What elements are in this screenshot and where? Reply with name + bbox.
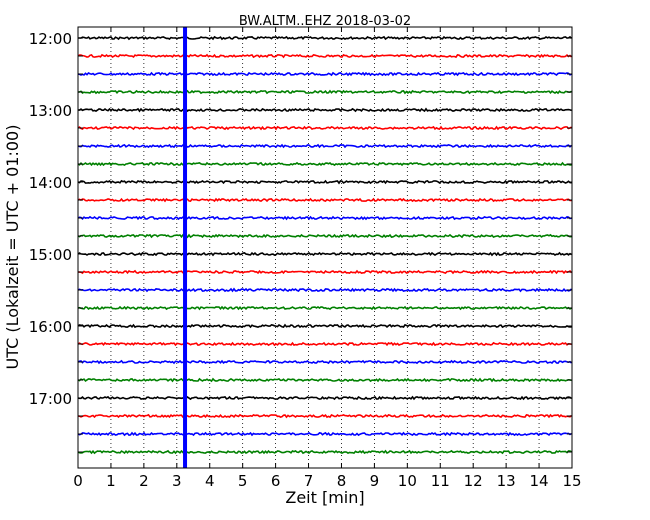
x-axis: 0 1 2 3 4 5 6 7 8 9 10 11 12 13 14 15 <box>73 27 582 490</box>
trace-line <box>77 449 572 455</box>
trace-line <box>77 269 573 275</box>
trace-line <box>77 287 573 293</box>
trace-line <box>77 179 572 185</box>
x-tick-label: 5 <box>238 472 248 490</box>
x-tick-label: 6 <box>271 472 281 490</box>
y-tick-label: 17:00 <box>29 390 72 408</box>
trace-line <box>77 233 572 239</box>
trace-line <box>77 71 572 77</box>
trace-line <box>77 431 572 437</box>
y-tick-label: 16:00 <box>29 318 72 336</box>
trace-line <box>77 197 572 203</box>
trace-line <box>77 413 573 419</box>
trace-line <box>77 323 572 329</box>
y-axis-label: UTC (Lokalzeit = UTC + 01:00) <box>3 125 22 370</box>
trace-line <box>77 251 572 257</box>
grid <box>110 27 540 468</box>
traces <box>77 35 573 455</box>
x-tick-label: 13 <box>497 472 516 490</box>
trace-line <box>78 35 573 41</box>
y-tick-label: 15:00 <box>29 246 72 264</box>
x-tick-label: 0 <box>73 472 83 490</box>
trace-line <box>77 143 573 149</box>
y-tick-label: 13:00 <box>29 102 72 120</box>
y-tick-label: 14:00 <box>29 174 72 192</box>
chart-title: BW.ALTM..EHZ 2018-03-02 <box>239 14 411 29</box>
trace-line <box>77 53 573 59</box>
x-tick-label: 3 <box>172 472 182 490</box>
trace-line <box>78 89 572 95</box>
trace-line <box>77 377 572 383</box>
trace-line <box>77 341 572 347</box>
x-tick-label: 10 <box>398 472 417 490</box>
y-axis: 12:00 13:00 14:00 15:00 16:00 17:00 <box>29 30 572 453</box>
trace-line <box>77 305 572 311</box>
y-tick-label: 12:00 <box>29 30 72 48</box>
x-tick-label: 15 <box>562 472 581 490</box>
x-tick-label: 2 <box>139 472 149 490</box>
trace-line <box>77 359 573 365</box>
trace-line <box>77 107 572 113</box>
x-axis-label: Zeit [min] <box>285 488 364 507</box>
trace-line <box>77 395 572 401</box>
x-tick-label: 14 <box>530 472 549 490</box>
x-tick-label: 8 <box>337 472 347 490</box>
trace-line <box>77 161 572 167</box>
x-tick-label: 7 <box>304 472 314 490</box>
x-tick-label: 12 <box>464 472 483 490</box>
x-tick-label: 11 <box>431 472 450 490</box>
x-tick-label: 4 <box>205 472 215 490</box>
trace-line <box>77 125 572 131</box>
trace-line <box>77 215 572 221</box>
x-tick-label: 9 <box>370 472 380 490</box>
plot-frame <box>77 26 573 469</box>
x-tick-label: 1 <box>106 472 116 490</box>
